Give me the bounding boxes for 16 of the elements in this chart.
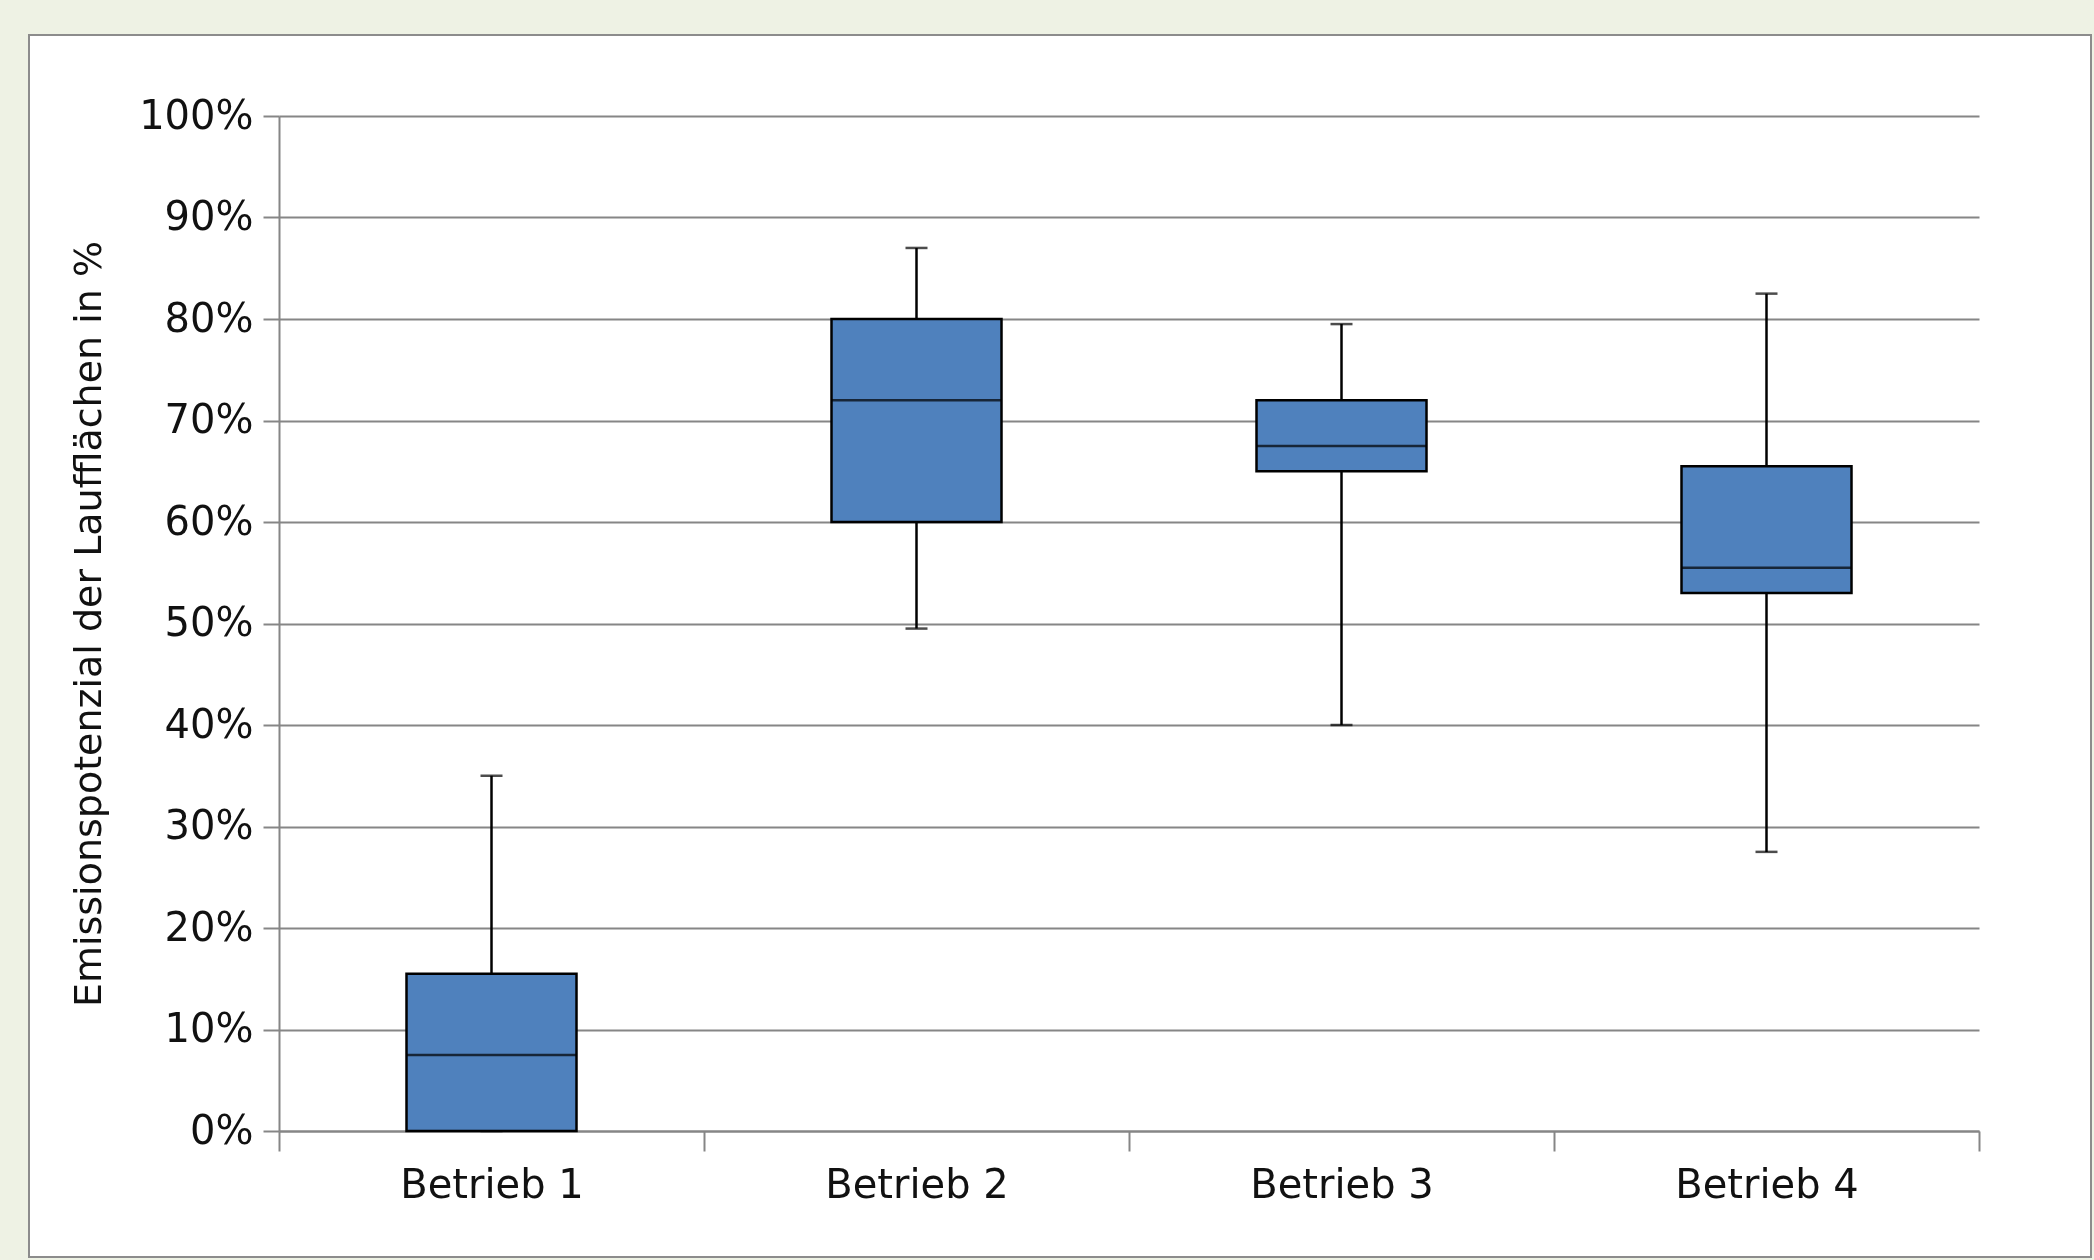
x-tick-label: Betrieb 3 <box>1250 1160 1434 1207</box>
y-axis-title: Emissionspotenzial der Laufflächen in % <box>66 240 111 1008</box>
y-tick-label: 50% <box>164 599 254 645</box>
y-tick-label: 20% <box>164 903 254 950</box>
y-tick-label: 70% <box>164 396 254 442</box>
x-tick-label: Betrieb 2 <box>825 1160 1009 1207</box>
y-tick-label: 60% <box>164 497 254 544</box>
x-tick-label: Betrieb 1 <box>400 1160 584 1207</box>
y-tick-label: 10% <box>164 1005 254 1051</box>
x-tick-label: Betrieb 4 <box>1675 1160 1859 1207</box>
y-tick-label: 30% <box>164 802 254 848</box>
y-tick-label: 100% <box>139 91 254 138</box>
y-tick-label: 80% <box>164 294 254 341</box>
y-tick-label: 0% <box>190 1106 254 1153</box>
y-tick-label: 90% <box>164 193 254 239</box>
y-tick-label: 40% <box>164 700 254 747</box>
